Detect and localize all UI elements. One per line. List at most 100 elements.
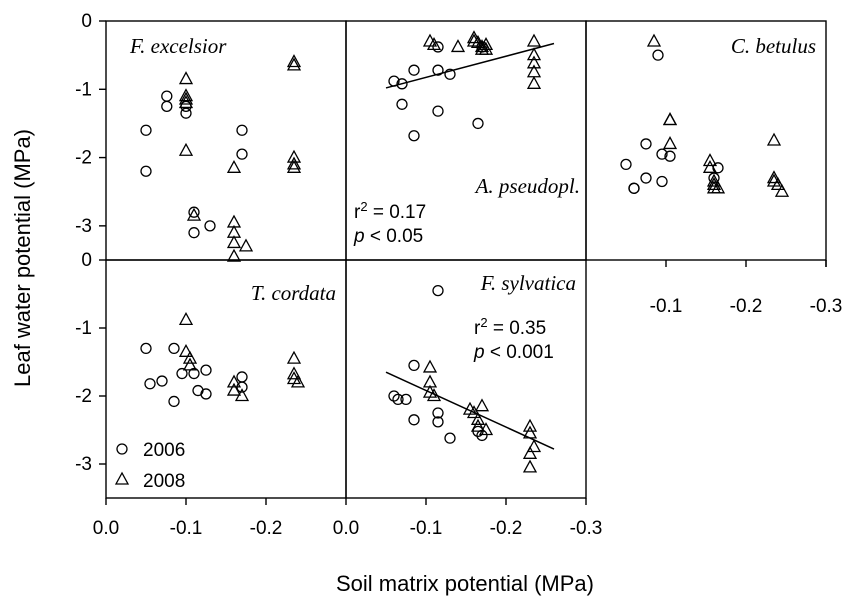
point-2006 [664,150,676,162]
point-2008 [770,177,786,191]
point-2008 [226,235,242,249]
point-2006 [432,284,444,297]
point-2006 [472,117,484,130]
legend: 2006 2008 [114,440,185,492]
point-2006 [188,227,200,239]
x-tick-label-left: 0.0 [93,518,119,539]
point-2006 [712,162,724,174]
point-2006 [144,378,156,390]
point-2006 [204,220,216,232]
point-2006 [168,342,180,355]
labels-layer: F. excelsior A. pseudopl. r2 = 0.17 p < 0.0… [129,34,816,363]
point-2006 [628,182,640,194]
point-2008 [286,156,302,170]
p-value-text-2: p < 0.05 [353,226,423,247]
point-2008 [226,374,242,388]
panels-layer [105,20,827,499]
point-2008 [478,37,494,51]
point-2006 [188,367,200,380]
x-tick-label-right: -0.1 [650,296,683,317]
point-2006 [408,359,420,372]
point-2008 [774,183,790,197]
point-2008 [702,153,718,167]
point-2008 [234,388,250,402]
point-2006 [432,105,444,117]
point-2008 [522,445,538,459]
point-2008 [182,357,198,371]
point-2006 [432,416,444,428]
point-2006 [408,130,420,142]
point-2008 [470,418,486,432]
point-2008 [466,405,482,419]
point-2008 [186,207,202,221]
point-2008 [226,382,242,396]
point-2006 [156,375,168,387]
point-2006 [652,49,664,61]
legend-label-2008: 2008 [143,471,185,492]
point-2008 [226,159,242,173]
y-tick-label-top: 0 [81,11,92,32]
point-2008 [478,422,494,436]
r2-text-2: r2 = 0.17 [354,199,426,223]
point-2008 [178,71,194,85]
point-2008 [474,398,490,412]
point-2008 [422,359,438,373]
trendline-2 [385,42,555,89]
legend-label-2006: 2006 [143,440,185,461]
point-2006 [432,407,444,419]
panel-frame-3 [585,20,827,261]
point-2008 [706,173,722,187]
point-2008 [526,33,542,47]
panel-frame-5 [345,259,587,499]
point-2006 [640,172,652,184]
x-tick-label-mid: 0.0 [333,518,359,539]
point-2008 [522,425,538,439]
point-2008 [450,39,466,53]
point-2006 [200,388,212,400]
point-2008 [470,411,486,425]
point-2006 [388,75,400,87]
point-2006 [161,90,173,102]
point-2006 [392,393,404,406]
x-tick-label-left: -0.1 [170,518,203,539]
x-axis-label: Soil matrix potential (MPa) [336,571,594,596]
panel-title-1: F. excelsior [129,34,227,58]
point-2008 [662,112,678,126]
x-tick-label-left: -0.2 [250,518,283,539]
point-2006 [408,414,420,426]
point-2008 [766,170,782,184]
point-2008 [526,439,542,453]
x-tick-label-right: -0.3 [810,296,843,317]
panel-title-3: C. betulus [731,34,816,58]
point-2006 [640,138,652,150]
point-2006 [408,64,420,76]
panel-title-2: A. pseudopl. [474,174,580,198]
p-value-text-5: p < 0.001 [473,342,554,363]
point-2006 [432,64,444,76]
point-2008 [478,41,494,55]
legend-triangle-marker [114,471,130,485]
y-tick-label-bottom: -2 [75,386,92,407]
point-2006 [180,107,192,119]
point-2008 [466,33,482,47]
y-tick-label-top: -3 [75,216,92,237]
point-2008 [178,88,194,102]
point-2006 [236,148,248,160]
x-tick-label-mid: -0.3 [570,518,603,539]
point-2008 [178,95,194,109]
point-2006 [140,342,152,355]
x-tick-label-mid: -0.1 [410,518,443,539]
point-2008 [426,37,442,51]
y-tick-label-bottom: -3 [75,454,92,475]
point-2006 [396,78,408,90]
point-2006 [656,175,668,188]
point-2008 [522,418,538,432]
point-2006 [161,100,173,113]
point-2006 [400,393,412,406]
point-2008 [182,350,198,364]
y-axis-label: Leaf water potential (MPa) [10,129,35,387]
point-2008 [662,112,678,126]
point-2008 [646,33,662,47]
point-2008 [178,343,194,357]
